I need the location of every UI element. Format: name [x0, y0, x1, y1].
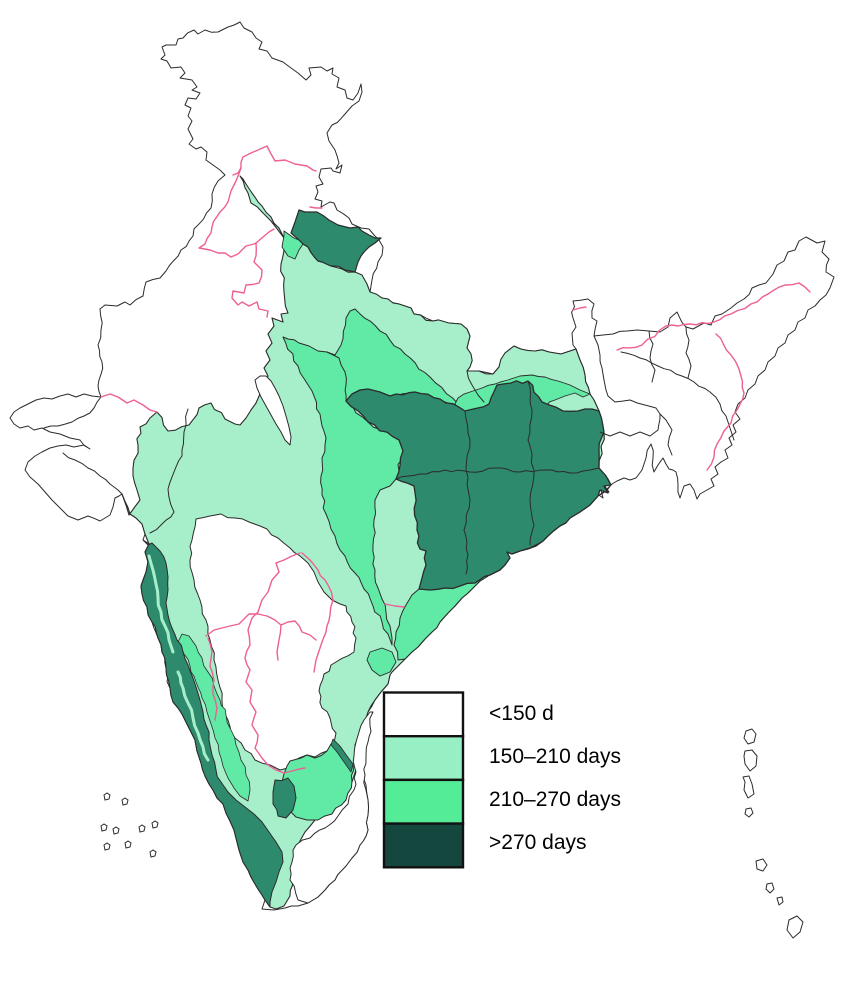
svg-text:150–210 days: 150–210 days — [489, 745, 621, 768]
svg-text:210–270 days: 210–270 days — [489, 788, 621, 811]
svg-text:<150 d: <150 d — [489, 702, 554, 725]
svg-text:>270 days: >270 days — [489, 831, 587, 854]
